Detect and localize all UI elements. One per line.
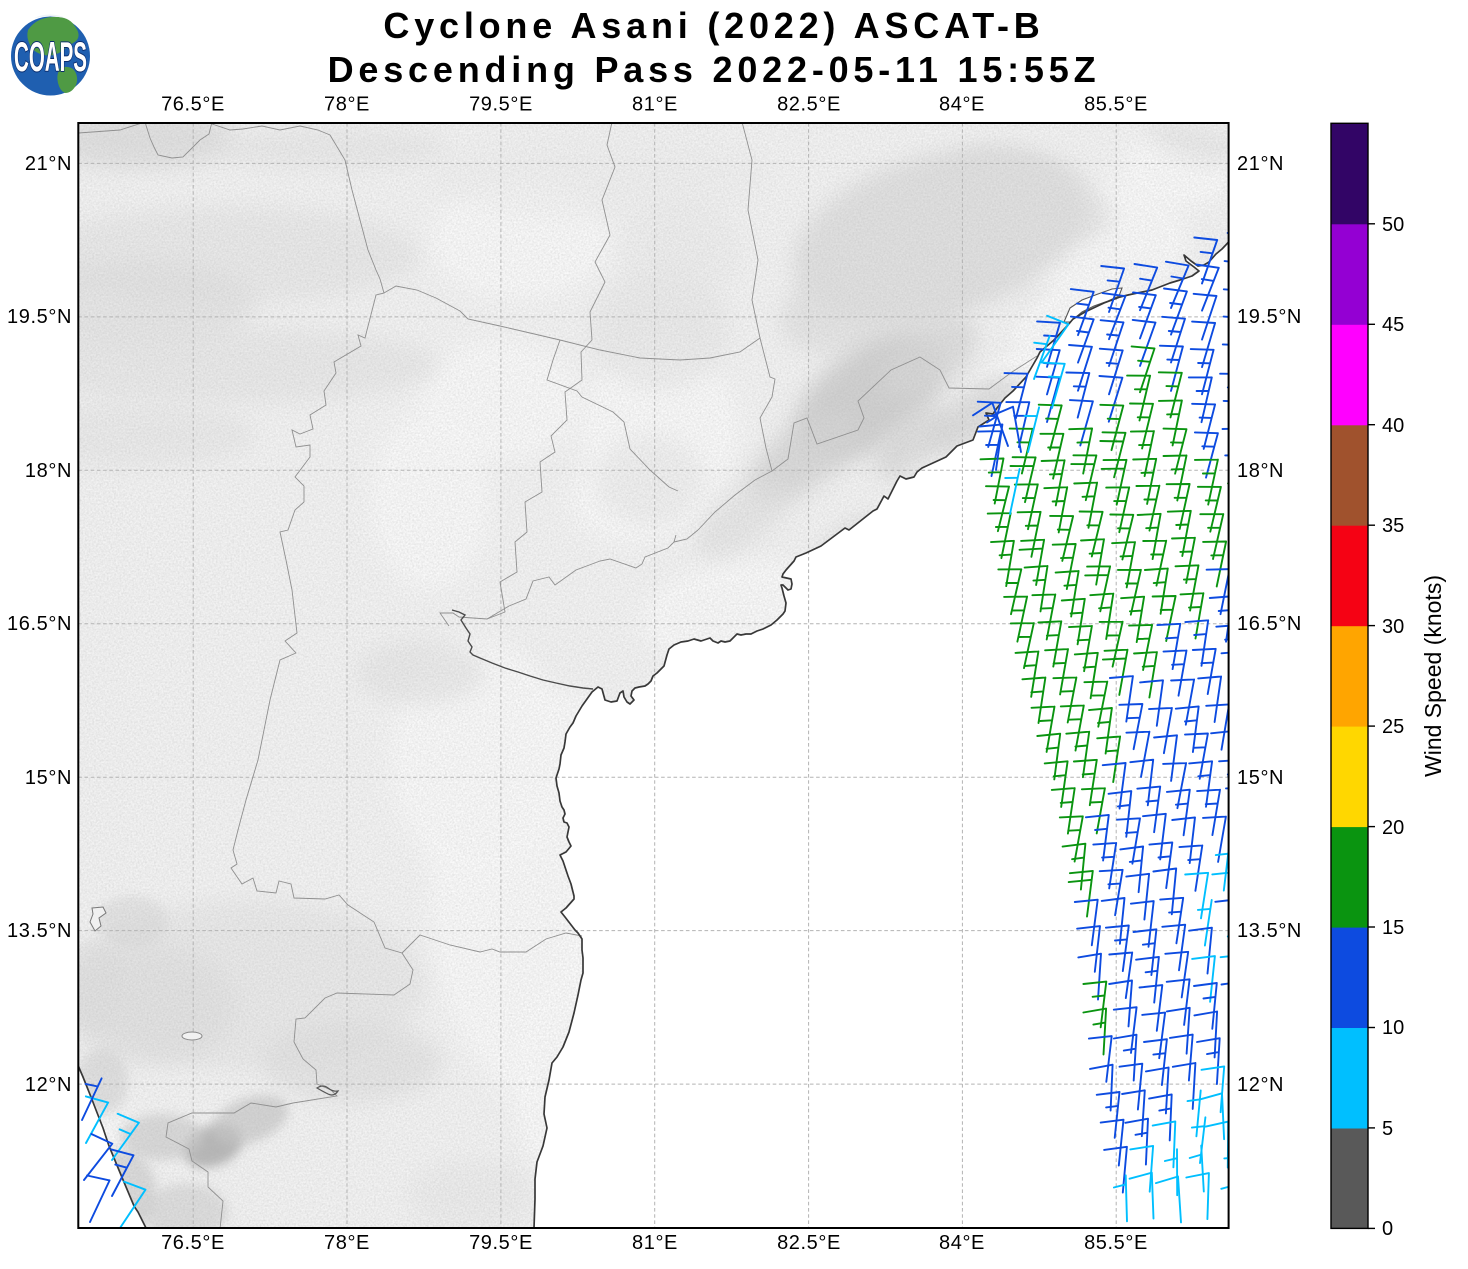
- svg-text:79.5°E: 79.5°E: [469, 94, 533, 116]
- svg-text:21°N: 21°N: [1237, 153, 1284, 175]
- svg-text:78°E: 78°E: [324, 1232, 370, 1254]
- svg-text:13.5°N: 13.5°N: [1237, 920, 1302, 942]
- svg-text:15°N: 15°N: [1237, 767, 1284, 789]
- svg-text:Descending Pass 2022-05-11 15:: Descending Pass 2022-05-11 15:55Z: [328, 49, 1101, 90]
- svg-text:84°E: 84°E: [939, 94, 985, 116]
- svg-text:81°E: 81°E: [632, 94, 678, 116]
- svg-text:82.5°E: 82.5°E: [777, 1232, 841, 1254]
- svg-text:85.5°E: 85.5°E: [1084, 94, 1148, 116]
- svg-text:12°N: 12°N: [1237, 1074, 1284, 1096]
- svg-text:10: 10: [1382, 1017, 1404, 1039]
- svg-text:13.5°N: 13.5°N: [7, 920, 72, 942]
- svg-text:16.5°N: 16.5°N: [1237, 613, 1302, 635]
- svg-text:12°N: 12°N: [25, 1074, 72, 1096]
- svg-text:Wind Speed (knots): Wind Speed (knots): [1420, 575, 1446, 777]
- svg-text:0: 0: [1382, 1218, 1393, 1240]
- svg-text:78°E: 78°E: [324, 94, 370, 116]
- svg-text:40: 40: [1382, 415, 1404, 437]
- svg-text:18°N: 18°N: [25, 460, 72, 482]
- svg-text:15: 15: [1382, 917, 1404, 939]
- svg-text:20: 20: [1382, 817, 1404, 839]
- svg-text:76.5°E: 76.5°E: [161, 94, 225, 116]
- svg-text:82.5°E: 82.5°E: [777, 94, 841, 116]
- svg-text:84°E: 84°E: [939, 1232, 985, 1254]
- svg-text:19.5°N: 19.5°N: [7, 306, 72, 328]
- svg-text:15°N: 15°N: [25, 767, 72, 789]
- svg-text:25: 25: [1382, 716, 1404, 738]
- svg-text:35: 35: [1382, 515, 1404, 537]
- svg-text:50: 50: [1382, 214, 1404, 236]
- svg-text:16.5°N: 16.5°N: [7, 613, 72, 635]
- svg-text:85.5°E: 85.5°E: [1084, 1232, 1148, 1254]
- svg-text:5: 5: [1382, 1118, 1393, 1140]
- svg-text:21°N: 21°N: [25, 153, 72, 175]
- svg-text:30: 30: [1382, 616, 1404, 638]
- svg-text:COAPS: COAPS: [14, 33, 87, 80]
- svg-text:76.5°E: 76.5°E: [161, 1232, 225, 1254]
- svg-text:79.5°E: 79.5°E: [469, 1232, 533, 1254]
- svg-text:19.5°N: 19.5°N: [1237, 306, 1302, 328]
- svg-text:Cyclone Asani (2022) ASCAT-B: Cyclone Asani (2022) ASCAT-B: [383, 5, 1044, 46]
- svg-text:81°E: 81°E: [632, 1232, 678, 1254]
- svg-text:18°N: 18°N: [1237, 460, 1284, 482]
- svg-text:45: 45: [1382, 314, 1404, 336]
